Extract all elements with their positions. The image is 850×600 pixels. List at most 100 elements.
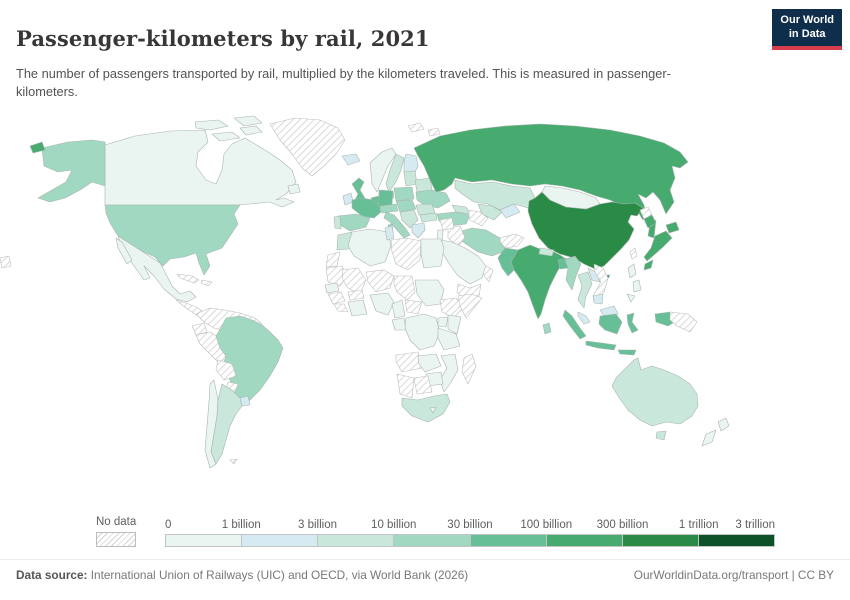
- legend-no-data-swatch[interactable]: [96, 532, 136, 547]
- country-india[interactable]: [510, 244, 577, 320]
- country-spain[interactable]: [337, 213, 371, 232]
- country-mexico[interactable]: [117, 235, 197, 303]
- country-newfoundland[interactable]: [287, 183, 301, 195]
- country-mozambique[interactable]: [439, 353, 459, 393]
- country-mali[interactable]: [341, 267, 367, 295]
- country-argentina[interactable]: [210, 383, 243, 465]
- country-new-zealand-north[interactable]: [717, 417, 730, 432]
- country-java[interactable]: [585, 340, 617, 351]
- country-thailand[interactable]: [577, 271, 593, 309]
- country-nepal[interactable]: [538, 247, 555, 257]
- country-western-sahara[interactable]: [325, 251, 341, 268]
- country-brazil[interactable]: [215, 315, 284, 405]
- country-mongolia[interactable]: [541, 185, 601, 210]
- country-ecuador[interactable]: [191, 322, 208, 336]
- country-kyrgyzstan-tajikistan[interactable]: [499, 203, 521, 219]
- country-botswana[interactable]: [413, 375, 433, 395]
- country-hispaniola[interactable]: [200, 279, 213, 287]
- country-somalia[interactable]: [457, 293, 483, 319]
- country-switzerland-austria[interactable]: [379, 203, 399, 214]
- country-italy[interactable]: [383, 211, 411, 239]
- country-madagascar[interactable]: [461, 353, 477, 385]
- legend-bin-swatch[interactable]: [166, 535, 242, 546]
- legend-bin-swatch[interactable]: [241, 535, 318, 546]
- country-papua-new-guinea[interactable]: [669, 311, 698, 333]
- country-kenya[interactable]: [447, 314, 462, 335]
- country-canada-arctic-1[interactable]: [194, 119, 229, 131]
- country-libya[interactable]: [390, 237, 422, 271]
- country-alaska[interactable]: [37, 139, 106, 203]
- country-philippines-mindanao[interactable]: [626, 293, 636, 303]
- country-zambia[interactable]: [417, 353, 442, 373]
- country-kalimantan[interactable]: [598, 313, 623, 335]
- country-canada-arctic-4[interactable]: [239, 125, 263, 136]
- country-iran[interactable]: [457, 227, 506, 257]
- country-poland[interactable]: [393, 186, 415, 202]
- country-oman[interactable]: [482, 265, 494, 283]
- country-ireland[interactable]: [342, 192, 354, 206]
- country-iceland[interactable]: [341, 153, 361, 166]
- country-iraq[interactable]: [447, 225, 466, 247]
- country-taiwan[interactable]: [629, 247, 638, 260]
- country-philippines-visayas[interactable]: [632, 279, 642, 293]
- country-kazakhstan[interactable]: [454, 179, 536, 211]
- country-guinea[interactable]: [327, 291, 346, 305]
- country-saudi-arabia[interactable]: [439, 239, 487, 285]
- country-central-african-republic[interactable]: [404, 299, 423, 315]
- owid-logo[interactable]: Our World in Data: [772, 9, 842, 50]
- footer-link[interactable]: OurWorldinData.org/transport | CC BY: [633, 568, 834, 582]
- country-philippines-luzon[interactable]: [627, 263, 637, 279]
- legend-bin-swatch[interactable]: [621, 535, 698, 546]
- country-usa[interactable]: [104, 204, 241, 276]
- country-turkmenistan[interactable]: [467, 209, 489, 227]
- country-japan-kyushu[interactable]: [643, 259, 654, 271]
- legend-bin-swatch[interactable]: [469, 535, 546, 546]
- country-drc[interactable]: [404, 313, 441, 351]
- country-malaysia[interactable]: [577, 311, 591, 325]
- country-chad[interactable]: [393, 275, 416, 301]
- country-svalbard-2[interactable]: [427, 127, 441, 137]
- country-balkans[interactable]: [399, 209, 419, 229]
- legend-bin-swatch[interactable]: [697, 535, 774, 546]
- country-nigeria[interactable]: [369, 292, 395, 316]
- country-sulawesi[interactable]: [626, 312, 639, 334]
- country-canada[interactable]: [104, 129, 297, 208]
- country-bulgaria[interactable]: [419, 212, 438, 223]
- country-new-zealand-south[interactable]: [701, 429, 717, 447]
- country-ukraine[interactable]: [415, 189, 451, 209]
- country-greenland[interactable]: [269, 117, 346, 177]
- country-angola[interactable]: [395, 351, 423, 373]
- country-sumatra[interactable]: [562, 309, 587, 340]
- legend-bin-swatch[interactable]: [545, 535, 622, 546]
- country-uganda[interactable]: [437, 316, 449, 328]
- country-myanmar[interactable]: [564, 255, 582, 291]
- country-namibia[interactable]: [396, 373, 415, 399]
- country-uzbekistan[interactable]: [477, 203, 503, 221]
- country-france[interactable]: [351, 197, 382, 219]
- country-baja-california[interactable]: [115, 237, 133, 265]
- country-svalbard-1[interactable]: [407, 122, 425, 133]
- country-tunisia[interactable]: [384, 225, 395, 241]
- country-tasmania[interactable]: [655, 430, 667, 441]
- country-greece[interactable]: [411, 222, 426, 239]
- country-portugal[interactable]: [333, 215, 342, 230]
- country-ethiopia[interactable]: [439, 297, 465, 319]
- country-tanzania[interactable]: [437, 327, 461, 351]
- country-ivory-coast-ghana[interactable]: [347, 299, 368, 317]
- country-cuba[interactable]: [176, 273, 200, 284]
- country-lesser-sunda[interactable]: [617, 349, 637, 356]
- country-pakistan[interactable]: [497, 247, 519, 277]
- country-czechia-hungary[interactable]: [395, 199, 417, 213]
- country-laos[interactable]: [587, 267, 601, 283]
- legend-bin-swatch[interactable]: [317, 535, 394, 546]
- country-bolivia[interactable]: [215, 359, 237, 381]
- country-canada-arctic-2[interactable]: [233, 115, 263, 127]
- country-sri-lanka[interactable]: [542, 322, 552, 335]
- country-south-africa[interactable]: [401, 393, 451, 423]
- country-cameroon[interactable]: [391, 299, 406, 319]
- country-japan-hokkaido[interactable]: [665, 221, 680, 234]
- country-syria[interactable]: [439, 217, 455, 231]
- country-lesotho[interactable]: [429, 406, 437, 414]
- country-baltics[interactable]: [403, 170, 418, 187]
- country-left-fragment[interactable]: [0, 255, 12, 269]
